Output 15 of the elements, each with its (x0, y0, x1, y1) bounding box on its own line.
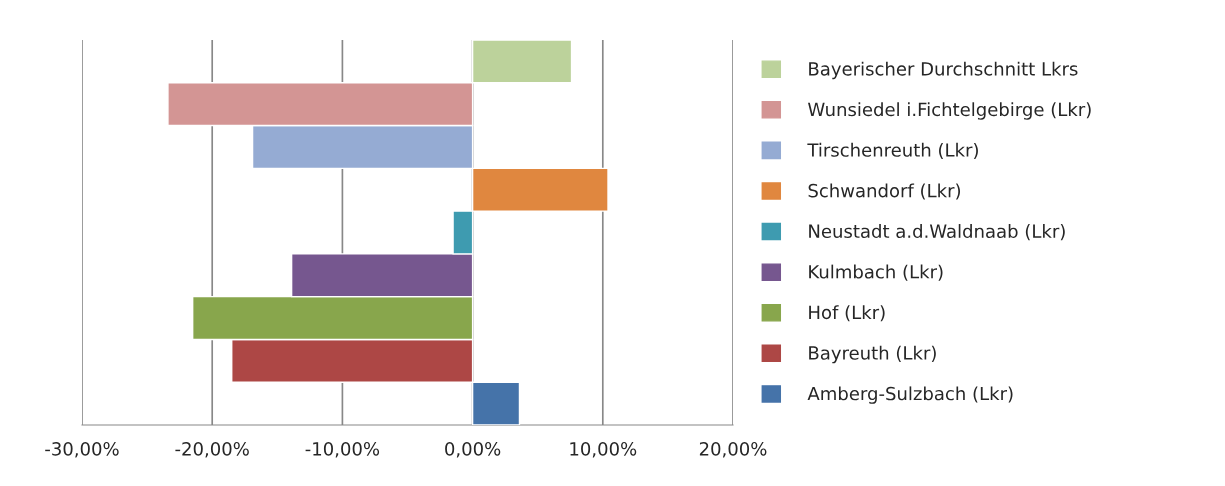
legend-label: Wunsiedel i.Fichtelgebirge (Lkr) (808, 102, 1091, 120)
x-tick-label: 10,00% (570, 441, 637, 458)
legend-label: Hof (Lkr) (809, 305, 885, 322)
legend-label: Bayreuth (Lkr) (809, 345, 936, 364)
x-tick-label: 0,00% (445, 441, 501, 458)
legend-label: Neustadt a.d.Waldnaab (Lkr) (809, 224, 1065, 241)
x-tick-label: 20,00% (699, 441, 767, 458)
x-tick-label: -30,00% (45, 441, 119, 458)
x-tick-label: -10,00% (305, 441, 380, 458)
legend-label: Amberg-Sulzbach (Lkr) (807, 386, 1013, 404)
legend-label: Bayerischer Durchschnitt Lkrs (809, 61, 1078, 80)
x-tick-label: -20,00% (175, 441, 249, 458)
legend-label: Tirschenreuth (Lkr) (807, 142, 978, 159)
legend-label: Schwandorf (Lkr) (808, 183, 961, 200)
legend-label: Kulmbach (Lkr) (809, 264, 943, 281)
